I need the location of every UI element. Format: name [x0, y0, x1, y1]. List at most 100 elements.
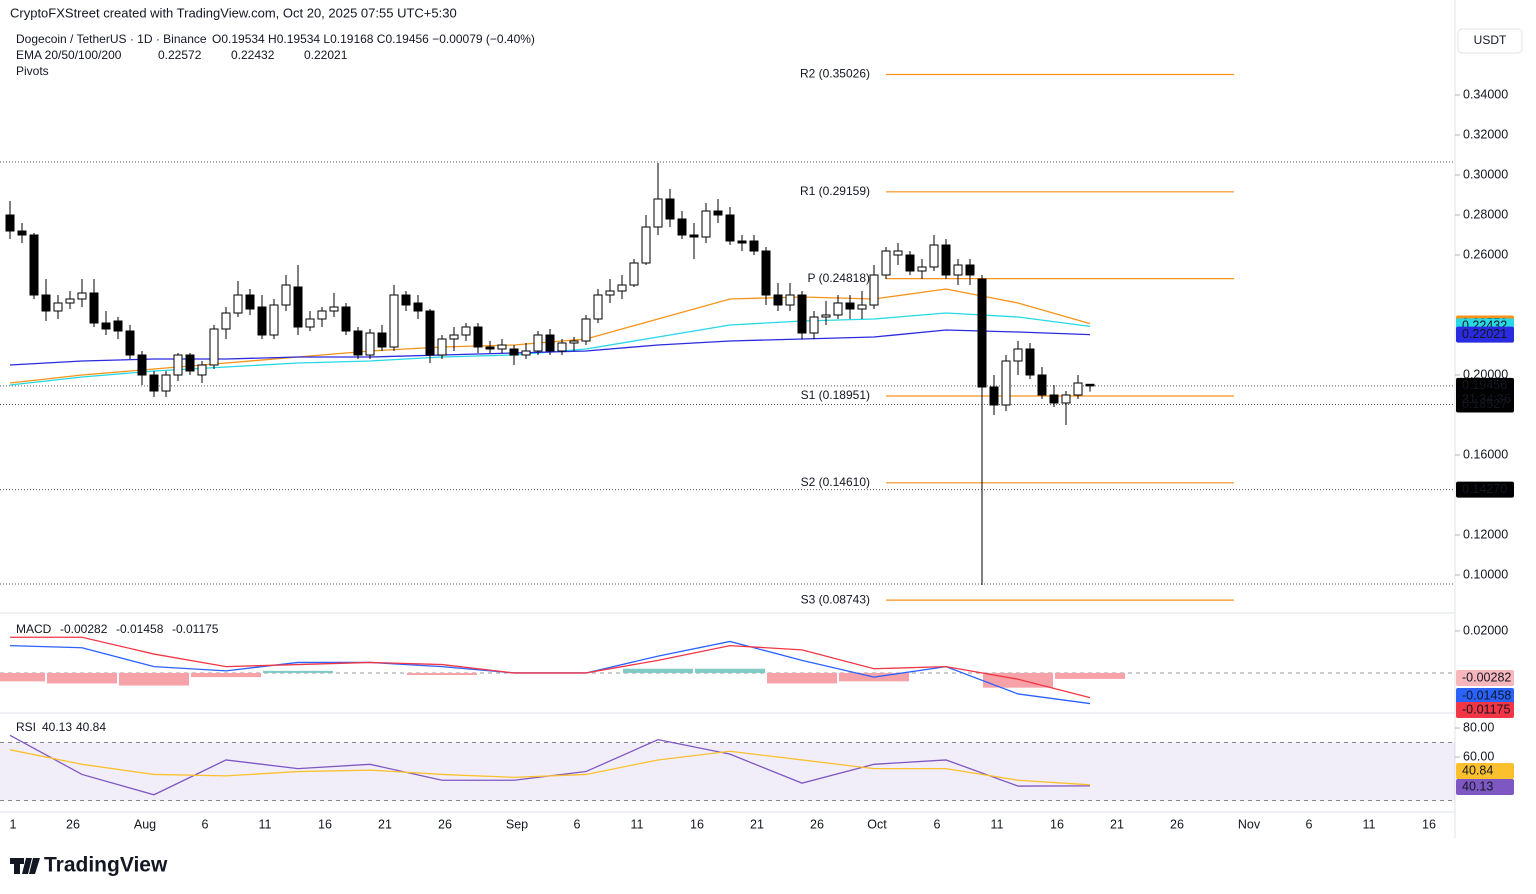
- x-tick-label: 11: [631, 817, 644, 831]
- indicator-line: [10, 636, 1091, 699]
- candle-body: [965, 264, 975, 276]
- candle-body: [77, 292, 87, 300]
- candle-body: [185, 354, 195, 372]
- y-tick-label: 0.34000: [1463, 87, 1508, 101]
- x-tick-label: 11: [259, 817, 272, 831]
- candle-body: [557, 342, 567, 352]
- candle-body: [545, 334, 555, 352]
- rsi-band: [0, 742, 1455, 801]
- y-tick-label: 0.32000: [1463, 127, 1508, 141]
- ema-value: 0.22572: [158, 48, 202, 62]
- candle-body: [221, 312, 231, 330]
- pivot-label: S2 (0.14610): [801, 475, 870, 489]
- candle-body: [857, 304, 867, 310]
- x-tick-label: 11: [1363, 817, 1376, 831]
- x-tick-label: 6: [1306, 817, 1313, 831]
- y-tick-label: 0.28000: [1463, 207, 1508, 221]
- histogram-bar: [47, 672, 117, 684]
- pivot-label: R2 (0.35026): [800, 67, 870, 81]
- candle-body: [341, 306, 351, 332]
- price-badge-label: 0.14270: [1462, 482, 1507, 496]
- candle-body: [665, 198, 675, 220]
- ema-value: 0.22021: [304, 48, 348, 62]
- y-tick-label: 0.12000: [1463, 527, 1508, 541]
- x-tick-label: 26: [66, 817, 80, 831]
- logo-icon: [10, 858, 40, 874]
- price-badge-label: 40.84: [1462, 763, 1493, 777]
- rsi-value: 40.13: [42, 720, 72, 734]
- x-tick-label: 1: [10, 817, 17, 831]
- histogram-bar: [0, 672, 45, 682]
- y-tick-label: 60.00: [1463, 749, 1494, 763]
- currency-box[interactable]: [1457, 28, 1523, 54]
- x-tick-label: 16: [690, 817, 704, 831]
- currency[interactable]: USDT: [1474, 33, 1507, 47]
- candle-body: [881, 250, 891, 276]
- candle-body: [1013, 348, 1023, 362]
- pane-title: MACD: [16, 622, 52, 636]
- candle-body: [5, 214, 15, 232]
- candle-body: [461, 326, 471, 336]
- y-tick-label: 0.02000: [1463, 623, 1508, 637]
- candle-body: [281, 284, 291, 306]
- x-tick-label: Nov: [1238, 817, 1261, 831]
- x-tick-label: Aug: [134, 817, 156, 831]
- price-badge-label: 40.13: [1462, 779, 1493, 793]
- histogram-bar: [191, 672, 261, 678]
- candle-body: [821, 314, 831, 318]
- candle-body: [641, 226, 651, 264]
- y-tick-label: 0.16000: [1463, 447, 1508, 461]
- candle-body: [305, 318, 315, 328]
- candle-body: [173, 354, 183, 376]
- histogram-bar: [623, 668, 693, 673]
- candle-body: [89, 292, 99, 324]
- candle-body: [269, 304, 279, 336]
- candle-body: [41, 294, 51, 312]
- histogram-bar: [263, 670, 333, 673]
- y-tick-label: 0.10000: [1463, 567, 1508, 581]
- histogram-bar: [119, 672, 189, 686]
- price-badge: [1456, 763, 1514, 779]
- candle-body: [989, 386, 999, 406]
- candle-body: [449, 334, 459, 340]
- candle-body: [725, 214, 735, 242]
- x-tick-label: 16: [1422, 817, 1436, 831]
- candle-body: [245, 294, 255, 310]
- price-badge: [1456, 688, 1514, 704]
- candle-body: [713, 210, 723, 216]
- quote: O0.19534 H0.19534 L0.19168 C0.19456 −0.0…: [212, 32, 535, 46]
- candle-body: [1025, 348, 1035, 376]
- pivots-label: Pivots: [16, 64, 49, 78]
- candle-body: [917, 266, 927, 272]
- candle-body: [485, 346, 495, 350]
- candle-body: [905, 254, 915, 272]
- candle-body: [797, 294, 807, 334]
- pivot-label: P (0.24818): [808, 271, 871, 285]
- candle-body: [365, 332, 375, 356]
- candle-body: [437, 338, 447, 356]
- candle-body: [749, 240, 759, 252]
- candle-body: [101, 322, 111, 330]
- pane-title: RSI: [16, 720, 36, 734]
- candle-body: [953, 264, 963, 276]
- histogram-bar: [767, 672, 837, 684]
- candle-body: [497, 344, 507, 350]
- price-badge-label: 0.18527: [1462, 397, 1507, 411]
- candle-body: [257, 306, 267, 336]
- x-tick-label: 26: [810, 817, 824, 831]
- candle-body: [629, 262, 639, 286]
- price-badge-label: -0.00282: [1462, 670, 1511, 684]
- histogram-bar: [1055, 672, 1125, 679]
- candle-body: [317, 310, 327, 320]
- candle-body: [1001, 360, 1011, 406]
- ema-value: 0.22432: [231, 48, 275, 62]
- candle-body: [197, 364, 207, 376]
- x-tick-label: 16: [1050, 817, 1064, 831]
- candle-body: [29, 234, 39, 296]
- macd-value: -0.01175: [172, 622, 219, 636]
- candle-body: [689, 234, 699, 238]
- candle-body: [941, 244, 951, 276]
- candle-body: [581, 318, 591, 342]
